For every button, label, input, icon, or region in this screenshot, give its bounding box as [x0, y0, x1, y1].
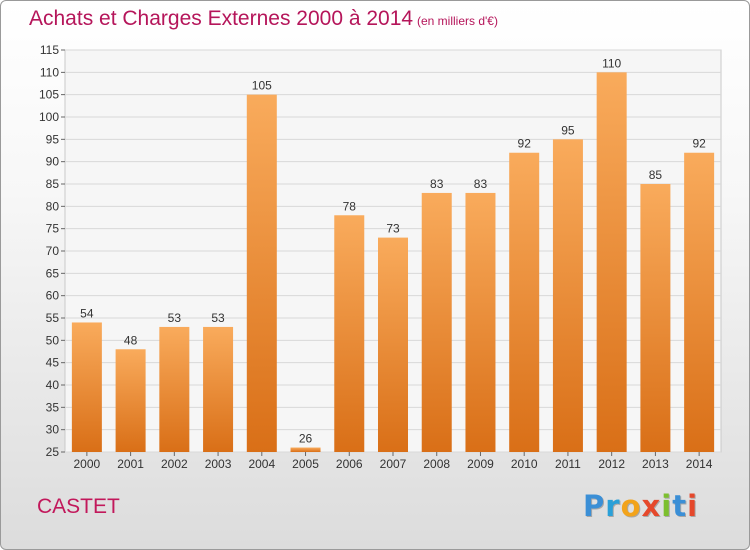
y-tick-label: 25 — [46, 445, 60, 459]
y-tick-label: 50 — [46, 333, 60, 347]
data-label: 48 — [124, 333, 138, 347]
y-tick-label: 110 — [40, 65, 59, 79]
bar — [203, 326, 234, 452]
y-tick-label: 45 — [46, 356, 60, 370]
y-tick-label: 80 — [46, 199, 60, 213]
y-tick-label: 115 — [40, 43, 59, 57]
data-label: 110 — [602, 56, 621, 70]
y-tick-label: 60 — [46, 289, 60, 303]
town-name: CASTET — [37, 495, 120, 518]
x-axis: 2000 2001 2002 2003 2004 2005 2006 2007 2008 2009… — [74, 452, 713, 471]
y-axis: 25 30 35 40 45 50 55 60 65 70 75 80 85 90 95 100 105 110 1… — [39, 43, 65, 459]
data-label: 92 — [518, 137, 532, 151]
y-tick-label: 95 — [46, 132, 60, 146]
logo-letter: i — [687, 489, 699, 523]
x-tick-label: 2012 — [598, 457, 625, 471]
x-tick-label: 2007 — [380, 457, 407, 471]
bar-chart: 54 48 53 53 105 26 78 73 83 83 92 95 110 85 92 25 30 35 4… — [39, 43, 722, 471]
logo-letter: o — [620, 489, 642, 523]
y-tick-label: 55 — [46, 311, 60, 325]
bar — [334, 215, 365, 452]
bar — [71, 322, 102, 452]
y-tick-label: 105 — [39, 88, 59, 102]
data-label: 92 — [692, 137, 706, 151]
bar — [552, 139, 583, 453]
data-label: 95 — [561, 123, 575, 137]
y-tick-label: 100 — [39, 110, 59, 124]
bar — [290, 447, 321, 452]
y-tick-label: 40 — [46, 378, 60, 392]
x-tick-label: 2009 — [467, 457, 494, 471]
chart-subtitle: (en milliers d'€) — [417, 14, 498, 28]
logo-letter: t — [672, 489, 688, 523]
x-tick-label: 2001 — [117, 457, 144, 471]
y-tick-label: 30 — [46, 423, 60, 437]
data-label: 54 — [80, 306, 94, 320]
logo-letter: P — [583, 489, 606, 523]
bars — [71, 72, 715, 453]
bar — [596, 72, 627, 452]
y-tick-label: 70 — [46, 244, 60, 258]
data-label: 78 — [343, 199, 357, 213]
data-label: 26 — [299, 432, 313, 446]
data-label: 85 — [649, 168, 663, 182]
data-label: 53 — [168, 311, 182, 325]
data-label: 83 — [474, 177, 488, 191]
bar — [465, 192, 496, 452]
x-tick-label: 2008 — [423, 457, 450, 471]
x-tick-label: 2000 — [74, 457, 101, 471]
y-tick-label: 90 — [46, 155, 60, 169]
x-tick-label: 2006 — [336, 457, 363, 471]
logo-letter: r — [605, 489, 621, 523]
x-tick-label: 2013 — [642, 457, 669, 471]
bar — [378, 237, 408, 452]
x-tick-label: 2003 — [205, 457, 232, 471]
bar — [640, 184, 671, 452]
y-tick-label: 35 — [46, 400, 60, 414]
data-label: 105 — [252, 79, 272, 93]
bar — [246, 94, 277, 453]
data-labels: 54 48 53 53 105 26 78 73 83 83 92 95 110 85 92 — [80, 56, 706, 445]
chart-title: Achats et Charges Externes 2000 à 2014 — [29, 7, 414, 30]
data-label: 83 — [430, 177, 444, 191]
logo-letter: x — [641, 489, 662, 523]
bar — [684, 152, 715, 452]
y-tick-label: 65 — [46, 266, 60, 280]
y-tick-label: 75 — [46, 222, 60, 236]
bar — [159, 326, 190, 452]
x-tick-label: 2004 — [248, 457, 275, 471]
x-tick-label: 2005 — [292, 457, 319, 471]
bar — [115, 349, 146, 452]
x-tick-label: 2014 — [686, 457, 713, 471]
data-label: 73 — [386, 222, 400, 236]
logo-letter: i — [661, 489, 673, 523]
data-label: 53 — [211, 311, 225, 325]
bar — [509, 152, 540, 452]
x-tick-label: 2011 — [555, 457, 581, 471]
y-tick-label: 85 — [46, 177, 60, 191]
x-tick-label: 2010 — [511, 457, 538, 471]
x-tick-label: 2002 — [161, 457, 188, 471]
bar — [421, 192, 452, 452]
